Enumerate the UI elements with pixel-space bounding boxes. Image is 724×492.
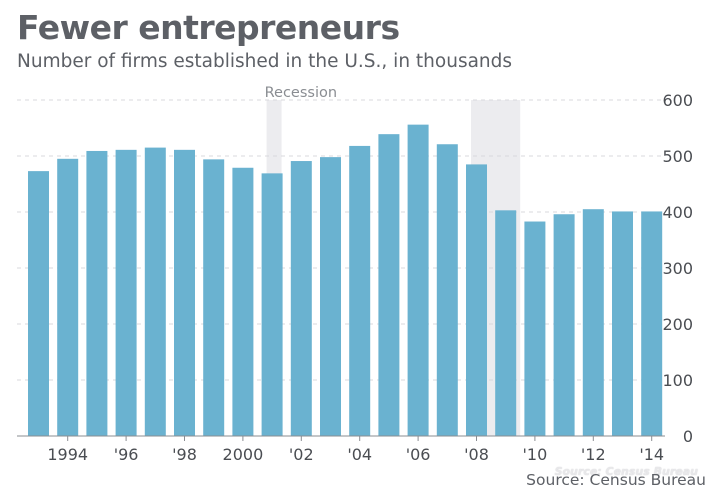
bar xyxy=(466,164,487,436)
bar xyxy=(203,159,225,437)
bar xyxy=(261,173,283,437)
bar xyxy=(290,161,312,437)
x-tick-label: '12 xyxy=(581,445,606,464)
y-tick-label: 100 xyxy=(662,371,693,390)
bar xyxy=(641,211,663,436)
y-tick-label: 0 xyxy=(683,427,693,446)
x-tick-label: '98 xyxy=(172,445,197,464)
bar xyxy=(349,145,371,437)
source-note: Source: Census Bureau xyxy=(526,471,706,489)
bar xyxy=(495,210,517,436)
x-tick-label: '10 xyxy=(523,445,548,464)
source-watermark: Source: Census Bureau xyxy=(554,465,698,478)
bar xyxy=(436,144,458,437)
x-tick-label: 1994 xyxy=(47,445,88,464)
y-tick-label: 300 xyxy=(662,259,693,278)
y-tick-label: 500 xyxy=(662,147,693,166)
bar xyxy=(174,149,195,436)
bar xyxy=(232,167,254,436)
x-tick-label: '08 xyxy=(464,445,489,464)
x-tick-label: 2000 xyxy=(223,445,264,464)
recession-label: Recession xyxy=(265,85,337,101)
chart-subtitle: Number of firms established in the U.S.,… xyxy=(17,51,513,72)
x-tick-label: '96 xyxy=(114,445,139,464)
x-tick-label: '14 xyxy=(639,445,664,464)
bar xyxy=(582,209,604,436)
bar xyxy=(378,134,400,436)
y-tick-label: 400 xyxy=(662,203,693,222)
bar xyxy=(320,157,341,436)
x-tick-label: '02 xyxy=(289,445,314,464)
bar xyxy=(612,211,633,436)
x-tick-label: '06 xyxy=(406,445,431,464)
bar xyxy=(553,214,575,436)
bar xyxy=(28,171,49,436)
y-tick-label: 200 xyxy=(662,315,693,334)
bar xyxy=(115,149,137,436)
bar xyxy=(407,124,429,436)
chart-title: Fewer entrepreneurs xyxy=(17,8,400,47)
bar xyxy=(144,147,166,436)
bar xyxy=(57,158,79,437)
x-tick-label: '04 xyxy=(347,445,372,464)
bar xyxy=(86,150,108,436)
bar xyxy=(524,221,546,436)
y-tick-label: 600 xyxy=(662,91,693,110)
